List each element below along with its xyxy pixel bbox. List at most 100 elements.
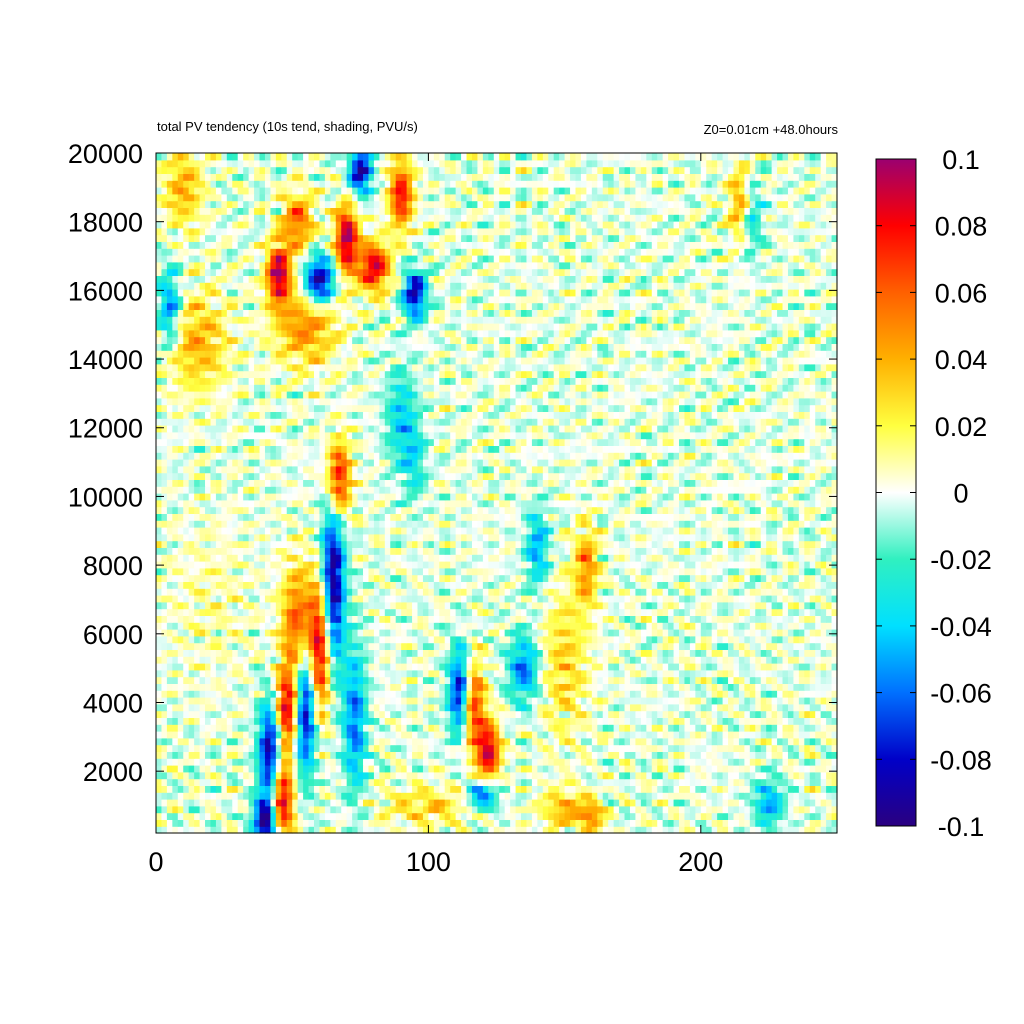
heatmap-cell: [624, 737, 631, 746]
heatmap-cell: [433, 649, 440, 657]
heatmap-cell: [335, 826, 342, 834]
heatmap-cell: [482, 561, 489, 569]
heatmap-cell: [820, 601, 827, 610]
heatmap-cell: [264, 601, 272, 610]
heatmap-cell: [640, 588, 647, 596]
heatmap-cell: [744, 703, 751, 712]
heatmap-cell: [755, 608, 762, 616]
heatmap-cell: [439, 561, 446, 569]
heatmap-cell: [570, 771, 577, 780]
heatmap-cell: [793, 737, 800, 746]
heatmap-cell: [308, 799, 315, 807]
heatmap-cell: [433, 765, 440, 773]
heatmap-cell: [156, 724, 163, 732]
heatmap-cell: [766, 778, 773, 786]
heatmap-cell: [826, 765, 833, 773]
heatmap-cell: [199, 608, 206, 616]
heatmap-cell: [270, 805, 277, 814]
heatmap-cell: [586, 812, 593, 820]
heatmap-cell: [384, 642, 391, 650]
heatmap-cell: [624, 765, 631, 773]
heatmap-cell: [662, 622, 669, 630]
heatmap-cell: [254, 792, 261, 800]
heatmap-cell: [303, 717, 310, 725]
heatmap-cell: [161, 649, 168, 657]
heatmap-cell: [722, 751, 729, 759]
heatmap-cell: [575, 765, 582, 773]
heatmap-cell: [384, 690, 391, 698]
heatmap-cell: [406, 744, 413, 752]
heatmap-cell: [771, 731, 778, 739]
heatmap-cell: [684, 574, 691, 582]
heatmap-cell: [651, 588, 658, 596]
heatmap-cell: [809, 792, 816, 800]
heatmap-cell: [510, 717, 517, 725]
heatmap-cell: [510, 765, 517, 773]
heatmap-cell: [668, 805, 675, 814]
heatmap-cell: [640, 737, 647, 746]
heatmap-cell: [188, 744, 195, 752]
heatmap-cell: [711, 601, 718, 610]
heatmap-cell: [177, 724, 184, 732]
heatmap-cell: [815, 567, 822, 576]
heatmap-cell: [384, 744, 391, 752]
heatmap-cell: [738, 751, 745, 759]
heatmap-cell: [717, 703, 724, 712]
heatmap-cell: [684, 622, 691, 630]
heatmap-cell: [537, 758, 544, 766]
heatmap-cell: [673, 588, 680, 596]
heatmap-cell: [777, 581, 784, 589]
heatmap-cell: [286, 635, 293, 644]
heatmap-cell: [248, 737, 255, 746]
heatmap-cell: [722, 581, 729, 589]
heatmap-cell: [259, 771, 266, 780]
heatmap-cell: [406, 758, 413, 766]
heatmap-cell: [221, 567, 228, 576]
heatmap-cell: [243, 697, 250, 705]
heatmap-cell: [215, 751, 222, 759]
heatmap-cell: [221, 792, 228, 800]
heatmap-cell: [499, 595, 506, 603]
heatmap-cell: [657, 819, 664, 827]
heatmap-cell: [787, 737, 795, 746]
heatmap-cell: [706, 771, 713, 780]
heatmap-cell: [548, 826, 555, 834]
heatmap-cell: [417, 581, 424, 589]
heatmap-cell: [482, 669, 489, 678]
heatmap-cell: [499, 561, 506, 569]
heatmap-cell: [243, 792, 250, 800]
heatmap-cell: [575, 656, 582, 664]
heatmap-cell: [194, 595, 201, 603]
heatmap-cell: [194, 758, 201, 766]
heatmap-cell: [221, 826, 228, 834]
heatmap-cell: [412, 717, 419, 725]
heatmap-cell: [515, 778, 522, 786]
heatmap-cell: [640, 690, 647, 698]
heatmap-cell: [629, 642, 637, 650]
heatmap-cell: [744, 805, 751, 814]
heatmap-cell: [531, 758, 538, 766]
heatmap-cell: [711, 758, 718, 766]
heatmap-cell: [270, 758, 277, 766]
heatmap-cell: [335, 778, 342, 786]
heatmap-cell: [570, 683, 577, 691]
heatmap-cell: [602, 826, 609, 834]
heatmap-cell: [798, 690, 805, 698]
heatmap-cell: [640, 615, 647, 623]
heatmap-cell: [635, 690, 642, 698]
heatmap-cell: [526, 751, 533, 759]
heatmap-cell: [728, 588, 735, 596]
heatmap-cell: [537, 669, 544, 678]
heatmap-cell: [787, 765, 795, 773]
heatmap-cell: [744, 731, 751, 739]
heatmap-cell: [826, 717, 833, 725]
heatmap-cell: [744, 622, 751, 630]
heatmap-cell: [646, 826, 653, 834]
heatmap-cell: [640, 697, 647, 705]
heatmap-cell: [466, 676, 473, 684]
heatmap-cell: [232, 744, 239, 752]
heatmap-cell: [755, 778, 762, 786]
heatmap-cell: [531, 567, 538, 576]
heatmap-cell: [297, 629, 304, 637]
heatmap-cell: [395, 669, 402, 678]
